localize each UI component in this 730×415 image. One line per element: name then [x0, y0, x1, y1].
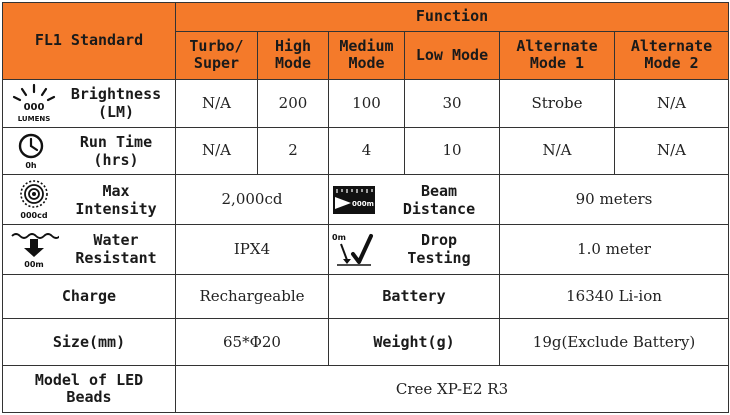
led-label: Model of LED Beads [2, 365, 176, 413]
row-charge: Charge Rechargeable Battery 16340 Li-ion [2, 273, 730, 319]
drop-value: 1.0 meter [498, 223, 730, 275]
brightness-high: 200 [257, 79, 329, 128]
header-function: Function [174, 2, 730, 32]
header-corner: FL1 Standard [2, 1, 176, 81]
intensity-icon: 000cd [7, 179, 61, 221]
mode-high: High Mode [257, 30, 329, 81]
charge-value: Rechargeable [175, 273, 329, 319]
row-runtime: 0h Run Time (hrs) N/A 2 4 10 N/A N/A [2, 126, 730, 176]
runtime-label-cell: 0h Run Time (hrs) [2, 126, 176, 176]
runtime-turbo: N/A [175, 126, 258, 176]
svg-text:LUMENS: LUMENS [18, 115, 51, 123]
row-size: Size(mm) 65*Φ20 Weight(g) 19g(Exclude Ba… [2, 317, 730, 367]
drop-label: Drop Testing [407, 231, 471, 268]
water-label-cell: 00m Water Resistant [2, 223, 176, 275]
svg-text:000cd: 000cd [20, 211, 47, 220]
brightness-alt2: N/A [613, 79, 730, 128]
size-value: 65*Φ20 [175, 317, 329, 367]
size-label: Size(mm) [2, 317, 176, 367]
intensity-label-cell: 000cd Max Intensity [2, 174, 176, 225]
brightness-label: Brightness (LM) [70, 85, 162, 122]
row-water: 00m Water Resistant IPX4 0m Drop T [2, 223, 730, 275]
runtime-alt1: N/A [499, 126, 615, 176]
brightness-medium: 100 [328, 79, 405, 128]
runtime-high: 2 [257, 126, 329, 176]
mode-turbo: Turbo/Super [175, 30, 258, 81]
battery-label: Battery [328, 273, 500, 319]
runtime-low: 10 [404, 126, 500, 176]
brightness-low: 30 [404, 79, 500, 128]
battery-value: 16340 Li-ion [498, 273, 730, 319]
water-label: Water Resistant [75, 231, 157, 268]
svg-text:000m: 000m [352, 200, 374, 208]
beam-label-cell: 000m Beam Distance [328, 174, 500, 225]
svg-text:000: 000 [24, 102, 45, 113]
runtime-label: Run Time (hrs) [79, 132, 153, 169]
beam-value: 90 meters [498, 174, 730, 225]
clock-icon: 0h [7, 130, 61, 172]
drop-label-cell: 0m Drop Testing [328, 223, 500, 275]
mode-alt1: Alternate Mode 1 [499, 30, 615, 81]
intensity-value: 2,000cd [175, 174, 329, 225]
intensity-label: Max Intensity [75, 181, 157, 218]
water-icon: 00m [7, 228, 61, 270]
charge-label: Charge [2, 273, 176, 319]
beam-label: Beam Distance [402, 181, 476, 218]
mode-alt2: Alternate Mode 2 [613, 30, 730, 81]
mode-medium: Medium Mode [328, 30, 405, 81]
svg-text:0m: 0m [332, 233, 346, 242]
led-value: Cree XP-E2 R3 [174, 365, 730, 413]
svg-text:00m: 00m [24, 260, 43, 269]
runtime-alt2: N/A [613, 126, 730, 176]
brightness-label-cell: 000 LUMENS Brightness (LM) [2, 79, 176, 128]
svg-text:0h: 0h [25, 161, 37, 170]
row-led: Model of LED Beads Cree XP-E2 R3 [2, 365, 730, 413]
drop-test-icon: 0m [329, 228, 379, 270]
runtime-medium: 4 [328, 126, 405, 176]
water-value: IPX4 [175, 223, 329, 275]
beam-distance-icon: 000m [329, 179, 379, 221]
mode-low: Low Mode [404, 30, 500, 81]
lumens-icon: 000 LUMENS [7, 82, 61, 124]
brightness-turbo: N/A [175, 79, 258, 128]
row-intensity: 000cd Max Intensity 2,000cd [2, 174, 730, 225]
brightness-alt1: Strobe [499, 79, 615, 128]
weight-value: 19g(Exclude Battery) [498, 317, 730, 367]
weight-label: Weight(g) [328, 317, 500, 367]
row-brightness: 000 LUMENS Brightness (LM) N/A 200 100 30… [2, 79, 730, 128]
